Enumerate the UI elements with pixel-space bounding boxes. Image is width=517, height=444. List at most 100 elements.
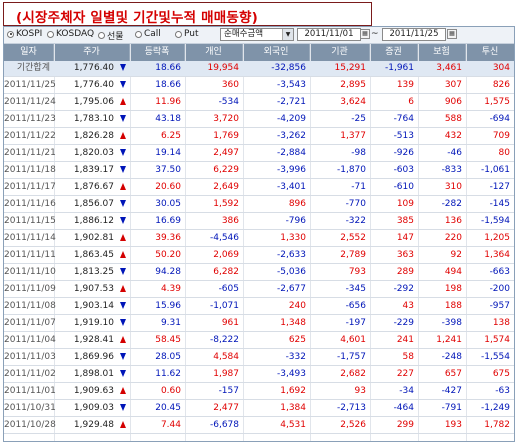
radio-put[interactable]: Put xyxy=(175,29,199,39)
cell-individual: -1,071 xyxy=(209,301,239,311)
cell-institution: -98 xyxy=(351,148,366,158)
cell-insurance: -398 xyxy=(441,318,462,328)
cell-change: 6.25 xyxy=(160,131,181,141)
cell-foreign: -3,401 xyxy=(276,182,306,192)
toolbar: KOSPI KOSDAQ 선물 Call Put 순매수금액 ▼ 2011/11… xyxy=(4,27,514,44)
down-arrow-icon xyxy=(120,81,126,88)
table-row[interactable]: 2011/11/16 1,856.07 30.05 1,592 896 -770 109 -2… xyxy=(4,197,514,213)
cell-securities: -764 xyxy=(393,114,414,124)
col-foreign[interactable]: 외국인 xyxy=(243,44,310,61)
cell-insurance: -833 xyxy=(441,165,462,175)
col-invtrust[interactable]: 투신 xyxy=(481,47,499,57)
cell-invtrust: 675 xyxy=(492,369,510,379)
cell-individual: -157 xyxy=(218,386,239,396)
table-row[interactable]: 2011/11/25 1,776.40 18.66 360 -3,543 2,895 139… xyxy=(4,78,514,94)
cell-invtrust: -145 xyxy=(489,199,510,209)
col-institution[interactable]: 기관 xyxy=(310,44,370,61)
cell-securities: -1,961 xyxy=(384,63,414,73)
down-arrow-icon xyxy=(120,268,126,275)
radio-futures[interactable]: 선물 xyxy=(98,29,124,42)
cell-securities: 363 xyxy=(396,250,414,260)
table-row[interactable]: 2011/11/14 1,902.81 39.36 -4,546 1,330 2,552 1… xyxy=(4,231,514,247)
direction-icon xyxy=(118,265,130,280)
table-row[interactable]: 2011/11/02 1,898.01 11.62 1,987 -3,493 2,682 2… xyxy=(4,367,514,383)
cell-price: 1,795.06 xyxy=(73,97,114,107)
cell-securities: -610 xyxy=(393,182,414,192)
cell-foreign: 1,384 xyxy=(280,403,306,413)
cell-institution: -322 xyxy=(345,216,366,226)
cell-invtrust: -127 xyxy=(489,182,510,192)
cell-change: 4.39 xyxy=(160,284,181,294)
cell-individual: -8,222 xyxy=(209,335,239,345)
col-price[interactable]: 주가 xyxy=(54,44,130,61)
table-row[interactable]: 2011/11/08 1,903.14 15.96 -1,071 240 -656 43 18… xyxy=(4,299,514,315)
cell-individual: 2,649 xyxy=(213,182,239,192)
cell-date: 2011/11/16 xyxy=(4,199,56,209)
table-row[interactable]: 2011/11/15 1,886.12 16.69 386 -796 -322 385 136… xyxy=(4,214,514,230)
cell-change: 30.05 xyxy=(155,199,181,209)
date-separator: ~ xyxy=(371,29,379,39)
cell-institution: -1,757 xyxy=(336,352,366,362)
down-arrow-icon xyxy=(120,370,126,377)
date-to-input[interactable]: 2011/11/25 xyxy=(382,28,446,41)
cell-price: 1,813.25 xyxy=(73,267,114,277)
col-securities[interactable]: 증권 xyxy=(370,44,418,61)
down-arrow-icon xyxy=(120,166,126,173)
cell-foreign: 1,330 xyxy=(280,233,306,243)
table-row[interactable]: 2011/11/21 1,820.03 19.14 2,497 -2,884 -98 -92… xyxy=(4,146,514,162)
table-row[interactable]: 2011/11/03 1,869.96 28.05 4,584 -332 -1,757 58… xyxy=(4,350,514,366)
direction-icon xyxy=(118,231,130,246)
direction-icon xyxy=(118,282,130,297)
table-row[interactable]: 2011/11/11 1,863.45 50.20 2,069 -2,633 2,789 3… xyxy=(4,248,514,264)
amount-type-select[interactable]: 순매수금액 ▼ xyxy=(220,28,294,41)
cell-institution: -656 xyxy=(345,301,366,311)
table-row[interactable]: 2011/11/07 1,919.10 9.31 961 1,348 -197 -229 -3… xyxy=(4,316,514,332)
cell-institution: -25 xyxy=(351,114,366,124)
col-insurance[interactable]: 보험 xyxy=(418,44,466,61)
table-row[interactable]: 2011/10/31 1,909.03 20.45 2,477 1,384 -2,713 -… xyxy=(4,401,514,417)
table-row[interactable]: 2011/10/28 1,929.48 7.44 -6,678 4,531 2,526 29… xyxy=(4,418,514,434)
radio-call[interactable]: Call xyxy=(135,29,161,39)
radio-kospi[interactable]: KOSPI xyxy=(7,29,42,39)
cell-invtrust: -63 xyxy=(495,386,510,396)
direction-icon xyxy=(118,350,130,365)
direction-icon xyxy=(118,248,130,263)
date-from-input[interactable]: 2011/11/01 xyxy=(297,28,361,41)
cell-date: 2011/11/10 xyxy=(4,267,56,277)
up-arrow-icon xyxy=(120,421,126,428)
calendar-icon[interactable]: ▦ xyxy=(360,29,370,39)
cell-change: 43.18 xyxy=(155,114,181,124)
table-row[interactable]: 2011/11/23 1,783.10 43.18 3,720 -4,209 -25 -76… xyxy=(4,112,514,128)
down-arrow-icon xyxy=(120,319,126,326)
table-row[interactable]: 2011/11/10 1,813.25 94.28 6,282 -5,036 793 289… xyxy=(4,265,514,281)
col-individual[interactable]: 개인 xyxy=(185,44,243,61)
calendar-icon[interactable]: ▦ xyxy=(447,29,457,39)
table-row[interactable]: 2011/11/24 1,795.06 11.96 -534 -2,721 3,624 6 9… xyxy=(4,95,514,111)
col-change[interactable]: 등락폭 xyxy=(130,44,185,61)
cell-invtrust: 1,364 xyxy=(484,250,510,260)
table-row[interactable]: 2011/11/17 1,876.67 20.60 2,649 -3,401 -71 -61… xyxy=(4,180,514,196)
down-arrow-icon xyxy=(120,302,126,309)
cell-individual: 3,720 xyxy=(213,114,239,124)
cell-institution: 15,291 xyxy=(334,63,367,73)
divider xyxy=(130,44,131,441)
cell-foreign: 4,531 xyxy=(280,420,306,430)
cell-price: 1,826.28 xyxy=(73,131,114,141)
divider xyxy=(466,44,467,441)
cell-securities: 241 xyxy=(396,335,414,345)
radio-kosdaq[interactable]: KOSDAQ xyxy=(47,29,94,39)
table-row[interactable]: 2011/11/22 1,826.28 6.25 1,769 -3,262 1,377 -5… xyxy=(4,129,514,145)
table-row[interactable]: 2011/11/04 1,928.41 58.45 -8,222 625 4,601 241… xyxy=(4,333,514,349)
cell-foreign: -3,996 xyxy=(276,165,306,175)
summary-row[interactable]: 기간합계 1,776.40 18.66 19,954 -32,856 15,291 -1,9… xyxy=(4,61,514,77)
table-row[interactable]: 2011/11/01 1,909.63 0.60 -157 1,692 93 -34 -427… xyxy=(4,384,514,400)
chevron-down-icon: ▼ xyxy=(282,29,293,40)
table-row[interactable]: 2011/11/09 1,907.53 4.39 -605 -2,677 -345 -292… xyxy=(4,282,514,298)
cell-securities: 43 xyxy=(402,301,414,311)
col-date[interactable]: 일자 xyxy=(4,44,54,61)
cell-institution: -71 xyxy=(351,182,366,192)
cell-individual: 4,584 xyxy=(213,352,239,362)
cell-price: 1,909.63 xyxy=(73,386,114,396)
table-row[interactable]: 2011/11/18 1,839.17 37.50 6,229 -3,996 -1,870… xyxy=(4,163,514,179)
radio-icon xyxy=(98,32,105,39)
